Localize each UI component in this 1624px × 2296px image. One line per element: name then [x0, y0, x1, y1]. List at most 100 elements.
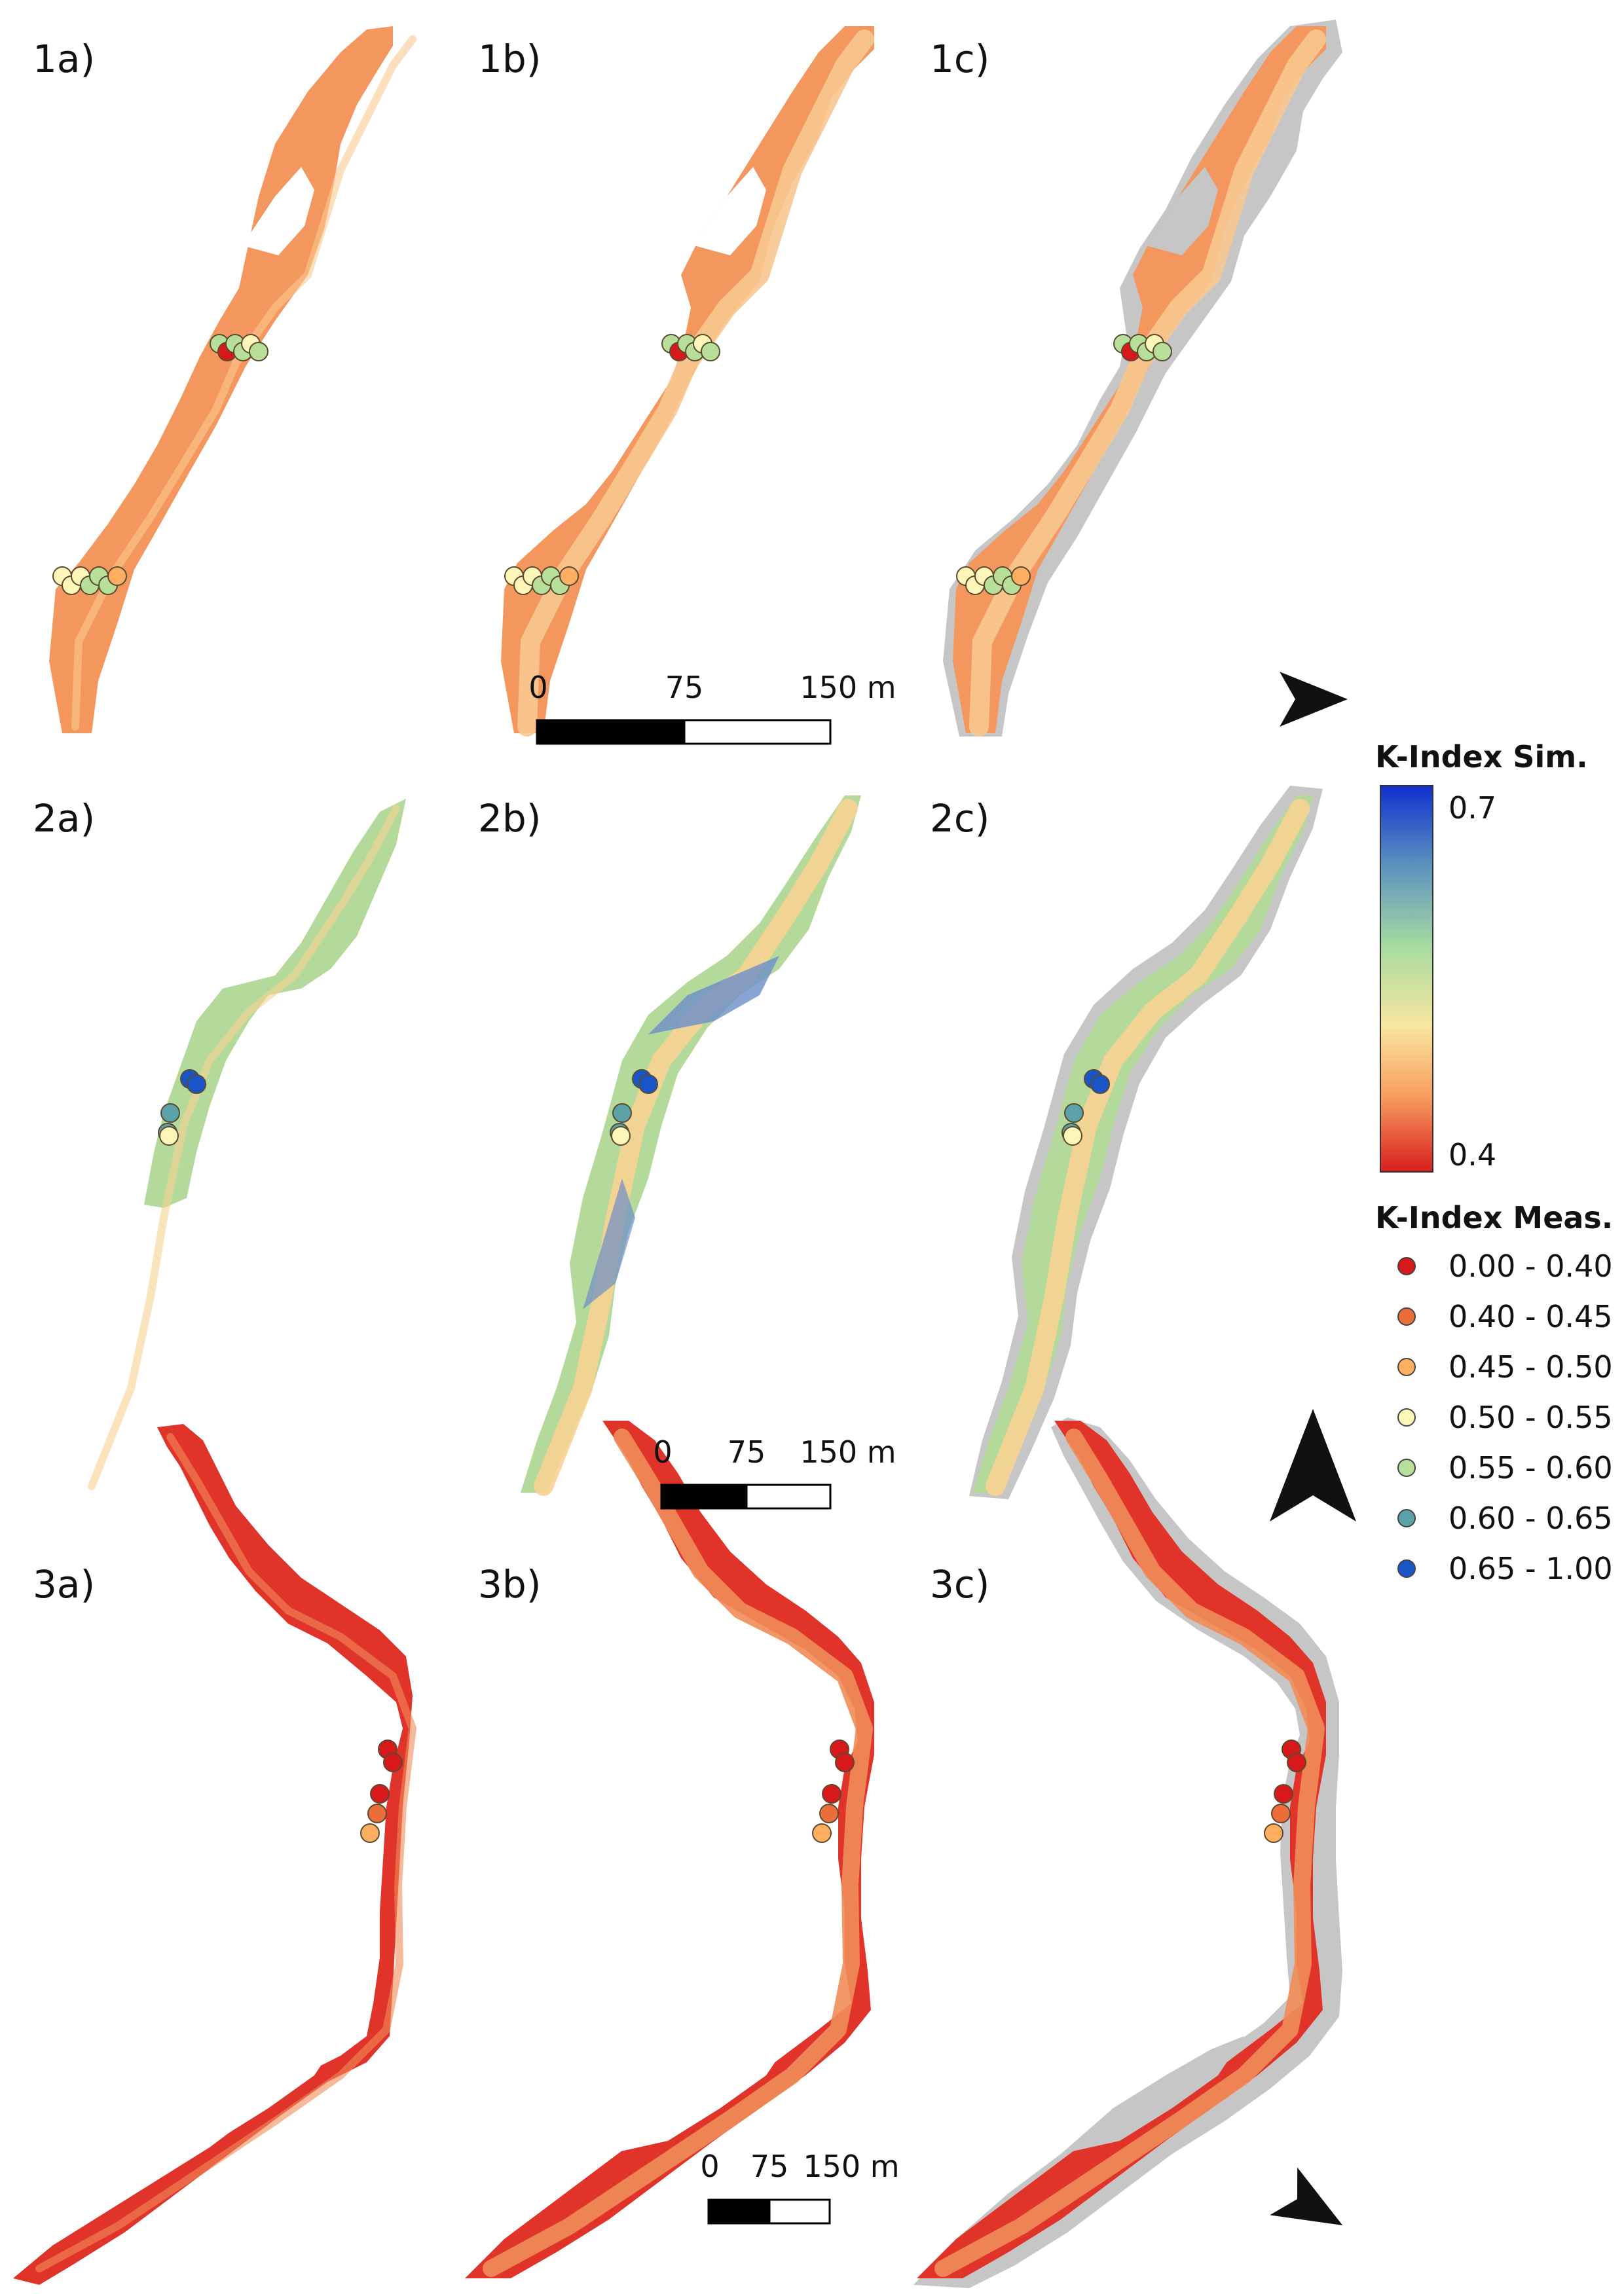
north-arrow-icon	[1270, 2167, 1343, 2225]
north-arrow-icon	[1280, 672, 1348, 727]
measurement-point	[370, 1784, 390, 1804]
scale-tick-0: 0	[653, 1434, 672, 1470]
scale-tick-150: 150 m	[800, 1434, 896, 1470]
panel-label-2b: 2b)	[478, 796, 541, 841]
legend-meas-label: 0.40 - 0.45	[1449, 1299, 1613, 1334]
map-panel-1b	[501, 26, 874, 737]
measurement-point	[559, 566, 579, 586]
scale-tick-75: 75	[728, 1434, 766, 1470]
panel-label-3a: 3a)	[33, 1562, 95, 1607]
scale-tick-0: 0	[700, 2149, 719, 2184]
measurement-point	[360, 1823, 380, 1843]
panel-label-1b: 1b)	[478, 37, 541, 81]
legend-meas-marker	[1397, 1559, 1416, 1578]
legend-meas-marker	[1397, 1307, 1416, 1326]
scale-bar-segment-black	[707, 2198, 771, 2225]
measurement-point	[822, 1784, 841, 1804]
panel-label-3b: 3b)	[478, 1562, 541, 1607]
measurement-point	[1287, 1753, 1306, 1772]
legend-meas-title: K-Index Meas.	[1375, 1200, 1613, 1235]
legend-sim-title: K-Index Sim.	[1375, 739, 1588, 774]
main-channel	[517, 29, 874, 737]
measurement-point	[107, 566, 127, 586]
map-panel-2c	[969, 786, 1323, 1499]
legend-meas-marker	[1397, 1459, 1416, 1477]
measurement-point	[1274, 1784, 1293, 1804]
measurement-point	[612, 1103, 632, 1123]
legend-meas-label: 0.45 - 0.50	[1449, 1349, 1613, 1385]
island	[609, 2036, 792, 2154]
measurement-point	[1153, 342, 1172, 361]
measurement-point	[701, 342, 720, 361]
map-panels	[13, 20, 1342, 2288]
panel-label-3c: 3c)	[930, 1562, 989, 1607]
measurement-point	[638, 1074, 658, 1094]
legend-meas-marker	[1397, 1408, 1416, 1427]
wetted-area	[13, 1424, 413, 2285]
island	[694, 167, 766, 255]
measurement-point	[611, 1126, 631, 1146]
scale-tick-150: 150 m	[803, 2149, 899, 2184]
main-channel	[35, 1433, 417, 2272]
panel-label-1a: 1a)	[33, 37, 95, 81]
legend-meas-marker	[1397, 1509, 1416, 1527]
measurement-point	[812, 1823, 832, 1843]
wetted-area	[521, 795, 861, 1493]
panel-label-2c: 2c)	[930, 796, 989, 841]
legend-sim-min: 0.4	[1449, 1137, 1496, 1173]
north-arrow-icon	[1270, 1409, 1356, 1522]
legend-meas-label: 0.50 - 0.55	[1449, 1400, 1613, 1435]
main-channel	[934, 1429, 1325, 2277]
panel-label-2a: 2a)	[33, 796, 95, 841]
main-channel	[88, 805, 400, 1490]
legend-meas-label: 0.55 - 0.60	[1449, 1450, 1613, 1485]
map-panel-3c	[913, 1417, 1342, 2288]
scale-bar-segment-black	[660, 1484, 748, 1510]
island	[1146, 167, 1218, 255]
measurement-point	[819, 1804, 839, 1823]
measurement-point	[367, 1804, 387, 1823]
measurement-point	[1271, 1804, 1291, 1823]
scale-tick-0: 0	[528, 670, 547, 705]
measurement-point	[160, 1103, 180, 1123]
map-panel-1c	[943, 20, 1342, 737]
legend-meas-label: 0.00 - 0.40	[1449, 1248, 1613, 1284]
map-panel-3b	[465, 1421, 874, 2278]
measurement-point	[383, 1753, 403, 1772]
legend-sim-colorbar	[1380, 785, 1433, 1173]
measurement-point	[1090, 1074, 1110, 1094]
map-panel-2b	[521, 795, 861, 1496]
scale-tick-75: 75	[750, 2149, 789, 2184]
legend-sim-max: 0.7	[1449, 790, 1496, 826]
measurement-point	[249, 342, 268, 361]
deep-zone	[583, 1178, 635, 1309]
measurement-point	[187, 1074, 206, 1094]
island	[157, 2036, 341, 2154]
scale-bar-row-3: 0 75 150 m	[700, 2149, 900, 2225]
legend-meas-label: 0.65 - 1.00	[1449, 1551, 1613, 1586]
wetted-area	[972, 795, 1313, 1493]
measurement-point	[1011, 566, 1031, 586]
scale-bar-segment-white	[768, 2198, 831, 2225]
island	[1061, 2036, 1244, 2154]
measurement-point	[835, 1753, 855, 1772]
scale-bar-row-1: 0 75 150 m	[528, 670, 896, 745]
main-channel	[986, 799, 1310, 1496]
scale-bar-row-2: 0 75 150 m	[653, 1434, 896, 1510]
map-panel-3a	[13, 1424, 417, 2285]
legend-meas-marker	[1397, 1358, 1416, 1376]
legend-meas-marker	[1397, 1257, 1416, 1275]
legend: K-Index Sim. 0.7 0.4 K-Index Meas. 0.00 …	[1375, 739, 1613, 1586]
scale-bar-segment-black	[536, 719, 686, 745]
island	[242, 167, 314, 255]
deep-zone	[648, 956, 779, 1034]
main-channel	[71, 35, 416, 731]
scale-bar-segment-white	[683, 719, 832, 745]
main-channel	[534, 799, 858, 1496]
wetted-area	[49, 26, 393, 733]
scale-tick-75: 75	[665, 670, 704, 705]
measurement-point	[1063, 1126, 1082, 1146]
measurement-point	[1264, 1823, 1283, 1843]
legend-meas-label: 0.60 - 0.65	[1449, 1501, 1613, 1536]
